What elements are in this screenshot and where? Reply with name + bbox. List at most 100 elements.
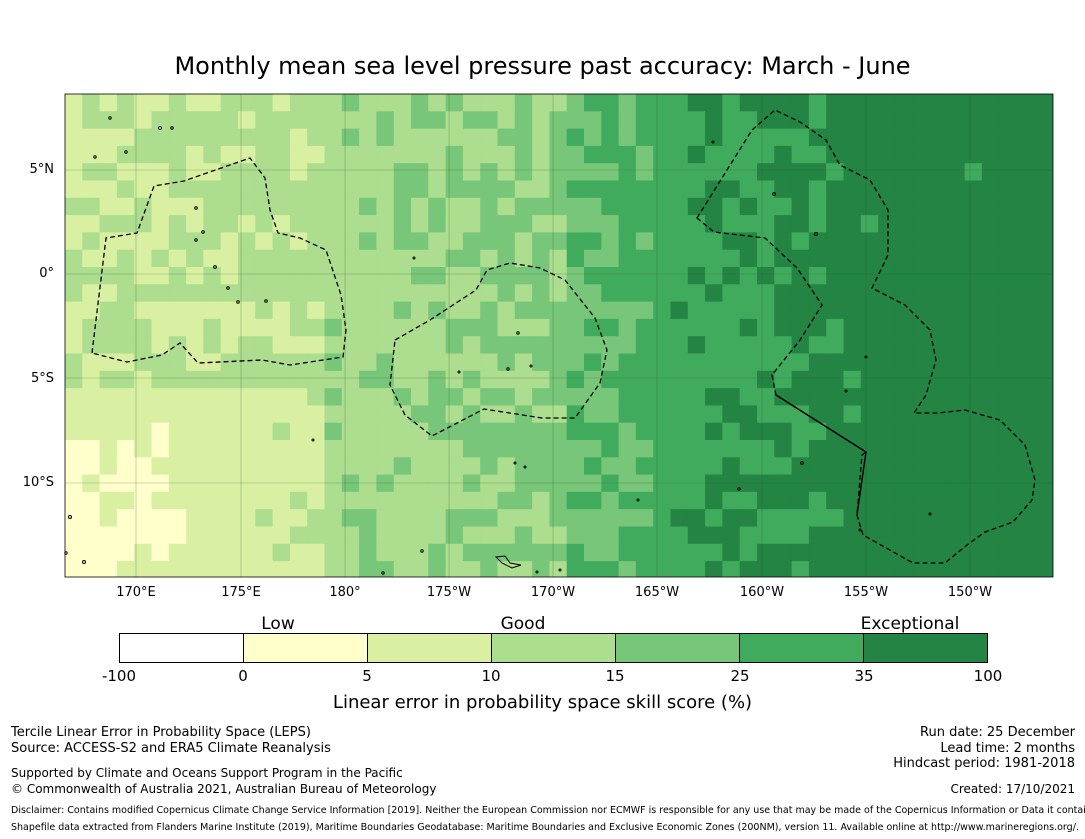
skill-cell (272, 422, 291, 441)
skill-cell (843, 215, 862, 233)
skill-cell (618, 440, 637, 458)
skill-cell (462, 370, 481, 389)
skill-cell (82, 474, 101, 493)
skill-cell (65, 128, 83, 147)
skill-cell (532, 318, 550, 337)
skill-cell (1033, 215, 1052, 233)
skill-cell (186, 284, 204, 303)
skill-cell (1051, 543, 1053, 562)
skill-cell (428, 111, 447, 130)
skill-cell (238, 249, 256, 268)
skill-cell (272, 353, 291, 372)
skill-cell (930, 284, 948, 303)
colorbar-segment (120, 634, 244, 662)
skill-cell (497, 249, 516, 268)
skill-cell (878, 301, 896, 320)
skill-cell (65, 388, 83, 406)
skill-cell (964, 197, 983, 216)
skill-cell (687, 180, 706, 199)
skill-cell (341, 249, 360, 268)
skill-cell (878, 526, 896, 545)
skill-cell (428, 249, 447, 268)
skill-cell (116, 388, 135, 406)
skill-cell (462, 474, 481, 493)
skill-cell (878, 145, 896, 164)
skill-cell (203, 388, 222, 406)
skill-cell (1051, 197, 1053, 216)
skill-cell (411, 301, 429, 320)
skill-cell (65, 111, 83, 130)
skill-cell (1051, 111, 1053, 130)
skill-cell (99, 388, 118, 406)
skill-cell (480, 318, 499, 337)
skill-cell (930, 249, 948, 268)
skill-cell (843, 388, 862, 406)
skill-cell (82, 318, 101, 337)
skill-cell (341, 336, 360, 355)
skill-cell (462, 440, 481, 458)
skill-cell (687, 215, 706, 233)
footer-method: Tercile Linear Error in Probability Spac… (11, 725, 311, 740)
skill-cell (791, 301, 810, 320)
skill-cell (981, 405, 1000, 424)
skill-cell (635, 145, 654, 164)
skill-cell (618, 405, 637, 424)
skill-cell (99, 145, 118, 164)
skill-cell (532, 491, 550, 510)
skill-cell (895, 509, 914, 528)
skill-cell (186, 163, 204, 182)
skill-cell (462, 249, 481, 268)
skill-cell (514, 128, 533, 147)
skill-cell (428, 145, 447, 164)
skill-cell (964, 215, 983, 233)
skill-cell (774, 561, 793, 577)
skill-cell (324, 370, 343, 389)
skill-cell (428, 526, 447, 545)
skill-cell (116, 301, 135, 320)
skill-cell (532, 111, 550, 130)
skill-cell (774, 284, 793, 303)
skill-cell (843, 353, 862, 372)
skill-cell (255, 370, 274, 389)
skill-cell (860, 561, 879, 577)
skill-cell (393, 111, 412, 130)
skill-cell (687, 388, 706, 406)
skill-cell (1051, 491, 1053, 510)
skill-cell (722, 145, 741, 164)
skill-cell (480, 405, 499, 424)
skill-cell (912, 336, 931, 355)
skill-cell (601, 526, 620, 545)
skill-cell (255, 509, 274, 528)
skill-cell (981, 197, 1000, 216)
skill-cell (480, 353, 499, 372)
skill-cell (601, 491, 620, 510)
skill-cell (359, 353, 377, 372)
skill-cell (566, 94, 585, 112)
skill-cell (584, 405, 602, 424)
skill-cell (722, 353, 741, 372)
skill-cell (82, 543, 101, 562)
lon-label: 175°W (426, 585, 472, 600)
skill-cell (964, 543, 983, 562)
skill-cell (843, 267, 862, 285)
skill-cell (99, 370, 118, 389)
skill-cell (186, 405, 204, 424)
skill-cell (480, 543, 499, 562)
skill-cell (65, 232, 83, 251)
skill-cell (116, 543, 135, 562)
skill-cell (1016, 388, 1035, 406)
skill-cell (514, 94, 533, 112)
skill-cell (826, 336, 845, 355)
skill-cell (584, 526, 602, 545)
skill-cell (462, 491, 481, 510)
skill-cell (878, 370, 896, 389)
skill-cell (635, 370, 654, 389)
skill-cell (964, 318, 983, 337)
skill-cell (341, 561, 360, 577)
skill-cell (860, 215, 879, 233)
skill-cell (514, 111, 533, 130)
skill-cell (480, 180, 499, 199)
skill-cell (497, 474, 516, 493)
skill-cell (393, 526, 412, 545)
skill-cell (65, 336, 83, 355)
